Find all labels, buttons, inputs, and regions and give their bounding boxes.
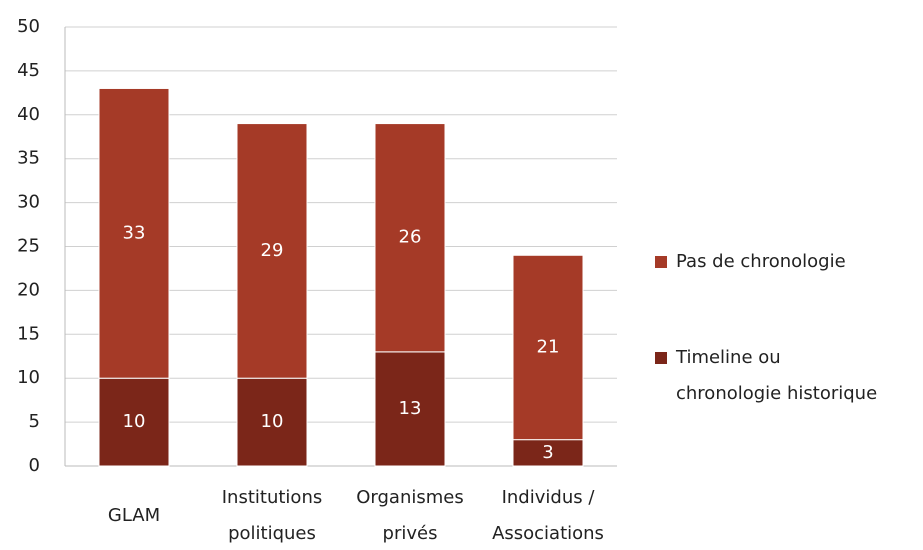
x-tick-label: Institutions politiques xyxy=(222,487,322,544)
y-tick-label: 15 xyxy=(17,323,40,344)
data-label: 13 xyxy=(399,398,422,419)
y-tick-label: 25 xyxy=(17,236,40,257)
data-label: 21 xyxy=(537,336,560,357)
y-tick-label: 5 xyxy=(29,411,40,432)
y-tick-label: 50 xyxy=(17,16,40,37)
y-tick-label: 0 xyxy=(29,455,40,476)
bar-segment xyxy=(98,87,170,379)
y-tick-label: 35 xyxy=(17,148,40,169)
y-tick-label: 30 xyxy=(17,192,40,213)
legend-label: Pas de chronologie xyxy=(676,251,846,272)
y-tick-label: 45 xyxy=(17,60,40,81)
x-tick-label: Organismes privés xyxy=(356,487,463,544)
data-label: 3 xyxy=(542,442,553,463)
bar-segment xyxy=(374,351,446,467)
bar-segment xyxy=(512,439,584,467)
legend-label: Timeline ou chronologie historique xyxy=(675,347,877,404)
data-label: 26 xyxy=(399,227,422,248)
y-tick-label: 40 xyxy=(17,104,40,125)
bar-segment xyxy=(512,254,584,441)
bar-segment xyxy=(236,123,308,379)
legend-swatch xyxy=(655,256,667,268)
y-tick-label: 20 xyxy=(17,279,40,300)
legend-swatch xyxy=(655,352,667,364)
x-tick-label: Individus / Associations xyxy=(492,487,604,544)
bar-segment xyxy=(98,377,170,467)
y-tick-label: 10 xyxy=(17,367,40,388)
data-label: 29 xyxy=(261,240,284,261)
bar-segment xyxy=(374,123,446,353)
data-label: 10 xyxy=(123,411,146,432)
bar-segment xyxy=(236,377,308,467)
data-label: 10 xyxy=(261,411,284,432)
x-tick-label: GLAM xyxy=(108,505,160,526)
data-label: 33 xyxy=(123,222,146,243)
